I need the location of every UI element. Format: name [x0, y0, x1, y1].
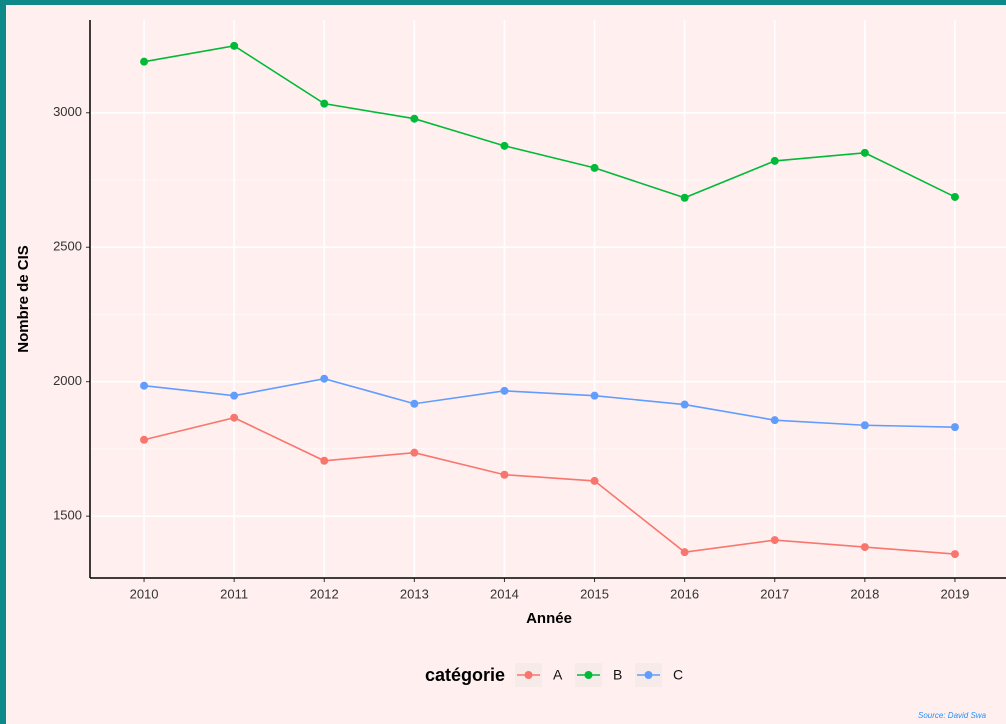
data-point: [140, 381, 149, 390]
data-point: [860, 148, 869, 157]
series-line: [143, 377, 955, 428]
data-point: [950, 423, 959, 432]
legend-key-point: [524, 671, 533, 679]
data-point: [860, 421, 869, 430]
data-point: [230, 413, 239, 422]
data-point: [410, 448, 419, 457]
border-left: [0, 0, 6, 724]
data-point: [320, 456, 329, 465]
data-point: [230, 391, 239, 400]
series-line: [143, 416, 956, 555]
legend-title: catégorie: [425, 665, 505, 685]
x-tick-label: 2015: [580, 586, 609, 601]
x-tick-label: 2010: [130, 586, 159, 601]
y-tick-label: 3000: [53, 104, 82, 119]
data-point: [500, 386, 509, 395]
legend-label: B: [613, 667, 622, 683]
legend-key-point: [584, 671, 593, 679]
x-tick-label: 2016: [670, 586, 699, 601]
data-point: [770, 156, 779, 165]
y-tick-label: 2000: [53, 373, 82, 388]
data-point: [950, 550, 959, 559]
x-axis-label: Année: [526, 610, 572, 627]
data-point: [950, 192, 959, 201]
data-point: [140, 57, 149, 66]
legend-label: C: [673, 667, 683, 683]
data-point: [680, 548, 689, 557]
legend: A B C: [515, 663, 683, 687]
legend-key-point: [644, 671, 653, 679]
data-point: [140, 435, 149, 444]
y-tick-label: 1500: [53, 508, 82, 523]
data-point: [590, 391, 599, 400]
x-tick-label: 2013: [400, 586, 429, 601]
grid: [90, 20, 1006, 578]
data-point: [680, 400, 689, 409]
data-point: [500, 141, 509, 150]
series-line: [143, 44, 956, 199]
caption: Source: David Swa: [918, 711, 987, 720]
x-tick-label: 2012: [310, 586, 339, 601]
x-tick-label: 2019: [940, 586, 969, 601]
data-point: [680, 193, 689, 202]
data-point: [860, 543, 869, 552]
data-point: [770, 416, 779, 425]
x-tick-label: 2018: [850, 586, 879, 601]
x-tick-label: 2017: [760, 586, 789, 601]
data-point: [770, 536, 779, 545]
y-axis-label: Nombre de CIS: [15, 245, 32, 353]
x-tick-label: 2011: [220, 586, 248, 601]
data-point: [410, 399, 419, 408]
data-point: [500, 470, 509, 479]
y-tick-label: 2500: [53, 239, 82, 254]
data-point: [320, 99, 329, 108]
border-top: [0, 0, 1006, 5]
x-tick-label: 2014: [490, 586, 519, 601]
data-point: [590, 163, 599, 172]
data-point: [320, 374, 329, 383]
legend-label: A: [553, 667, 563, 683]
data-point: [590, 476, 599, 485]
data-point: [230, 41, 239, 50]
data-point: [410, 114, 419, 123]
marks: [140, 41, 959, 559]
axes: 1500 2000 2500 3000 2010 2011 2012 2013 2014 2015…: [53, 20, 1006, 601]
